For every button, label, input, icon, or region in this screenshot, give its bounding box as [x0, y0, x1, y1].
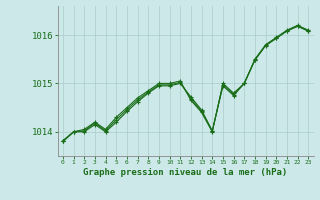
X-axis label: Graphe pression niveau de la mer (hPa): Graphe pression niveau de la mer (hPa): [84, 168, 288, 177]
